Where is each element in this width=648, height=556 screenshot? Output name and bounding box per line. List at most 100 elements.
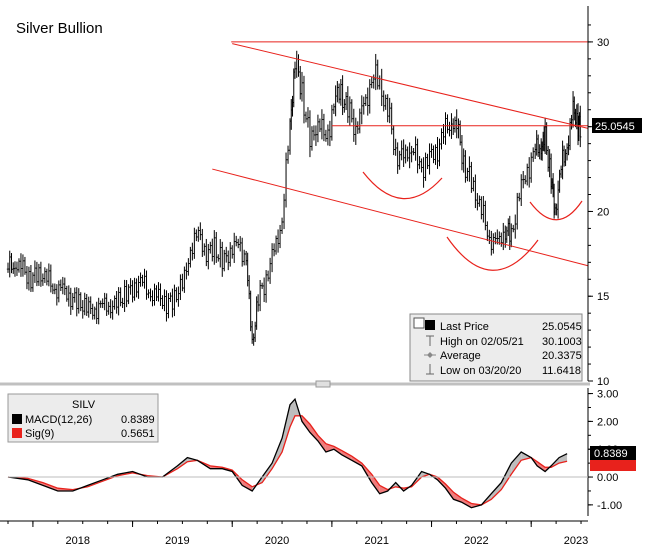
price-bar (201, 228, 204, 257)
price-bar (211, 238, 214, 262)
price-bar (209, 241, 212, 254)
legend-average-value: 20.3375 (542, 350, 582, 362)
price-bar (458, 120, 462, 146)
price-bar (328, 120, 332, 147)
price-bar (33, 260, 37, 283)
price-bar (420, 158, 423, 173)
price-bar (89, 296, 92, 315)
price-bar (524, 175, 527, 185)
price-bar (428, 143, 431, 175)
price-bar (384, 94, 387, 110)
price-bar (81, 300, 84, 319)
price-bar (308, 110, 312, 158)
price-bar (390, 102, 393, 135)
price-bar (221, 241, 224, 277)
price-bar (244, 250, 248, 266)
price-bar (559, 165, 563, 178)
price-bar (516, 192, 519, 230)
last-price-tag: 25.0545 (592, 118, 642, 133)
price-bar (564, 149, 567, 167)
price-bar (284, 152, 288, 208)
price-bar (512, 224, 515, 233)
price-bar (53, 283, 57, 295)
price-bar (159, 283, 162, 306)
macd-y-tick-label: 3.00 (597, 389, 618, 401)
x-tick-label: 2023 (564, 535, 588, 547)
price-bar (502, 222, 505, 251)
price-bar (312, 125, 316, 141)
price-y-tick-label: 20 (597, 206, 609, 218)
price-bar (129, 278, 132, 295)
macd-fill-segment (317, 435, 326, 452)
price-bar (45, 268, 49, 286)
price-bar (464, 150, 467, 183)
price-bar (113, 295, 116, 310)
price-bar (207, 243, 210, 270)
price-bar (240, 237, 244, 267)
panel-separator[interactable] (0, 380, 590, 388)
macd-fill-segment (511, 452, 522, 475)
price-bar (398, 150, 401, 170)
price-bar (107, 301, 110, 315)
price-bar (69, 287, 72, 315)
price-bar (436, 136, 439, 169)
price-bar (51, 283, 55, 295)
price-bar (278, 224, 282, 249)
price-bar (15, 261, 19, 276)
price-bar (314, 125, 318, 146)
price-bar (79, 292, 82, 312)
price-bar (452, 118, 455, 136)
price-bar (165, 290, 168, 322)
price-bar (121, 297, 124, 309)
price-bar (197, 226, 200, 242)
price-bar (272, 243, 276, 257)
price-bar (219, 239, 222, 268)
price-bar (457, 118, 460, 139)
price-bar (472, 177, 475, 192)
price-bar (438, 138, 441, 167)
price-bar (304, 111, 308, 123)
price-bar (378, 75, 381, 90)
price-bar (143, 268, 146, 289)
price-bar (570, 114, 573, 130)
price-bar (426, 153, 429, 170)
price-bar (155, 285, 158, 302)
price-bar (153, 283, 156, 306)
price-bar (59, 279, 63, 292)
price-bar (561, 140, 564, 180)
price-bar (63, 277, 67, 296)
price-bar (478, 195, 481, 207)
price-bar (256, 294, 260, 312)
price-bar (253, 321, 257, 342)
price-bar (295, 50, 298, 78)
price-bar (231, 245, 234, 259)
price-bar (348, 96, 352, 126)
price-bar (343, 99, 346, 113)
price-bar (77, 288, 80, 314)
price-bar (356, 121, 359, 134)
price-bar (432, 145, 435, 164)
price-bar (187, 258, 190, 276)
price-bar (249, 290, 252, 332)
macd-fill-segment (491, 482, 502, 500)
price-bar (392, 125, 395, 156)
price-bar (205, 238, 208, 267)
price-bar (565, 143, 569, 161)
macd-tag-value: 0.8389 (594, 448, 628, 460)
macd-series-label: MACD(12,26) (25, 414, 92, 426)
price-bar (193, 227, 196, 259)
price-bar (99, 300, 102, 308)
price-bar (97, 297, 100, 325)
price-bar (535, 130, 538, 156)
price-bar (358, 108, 361, 134)
x-tick-label: 2022 (464, 535, 488, 547)
price-bar (538, 144, 541, 160)
price-bar (380, 68, 383, 107)
price-bar (12, 262, 15, 274)
price-y-tick-label: 30 (597, 37, 609, 49)
price-bar (320, 109, 324, 140)
signal-series-label: Sig(9) (25, 428, 54, 440)
price-bar (518, 192, 521, 202)
price-bar (268, 257, 272, 284)
